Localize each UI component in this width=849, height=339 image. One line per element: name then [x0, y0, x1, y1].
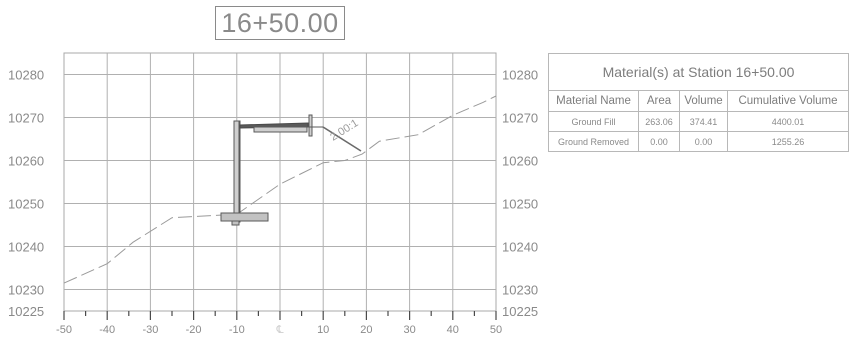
material-table: Material(s) at Station 16+50.00 Material…	[548, 53, 849, 152]
side-slope-line	[322, 126, 362, 152]
y-tick-label-right: 10225	[502, 304, 538, 319]
col-header-area: Area	[638, 90, 680, 112]
y-tick-label-right: 10250	[502, 197, 538, 212]
y-tick-label-right: 10270	[502, 111, 538, 126]
wall-footing	[220, 212, 269, 222]
table-title-row: Material(s) at Station 16+50.00	[548, 53, 849, 91]
cell-area: 0.00	[638, 131, 680, 152]
axis-ticks	[63, 311, 497, 320]
table-title: Material(s) at Station 16+50.00	[548, 53, 849, 91]
y-tick-label-right: 10230	[502, 283, 538, 298]
cell-material-name: Ground Fill	[548, 111, 639, 132]
grid	[63, 52, 497, 312]
y-tick-label-left: 10270	[8, 111, 44, 126]
station-title: 16+50.00	[221, 7, 339, 38]
x-tick-label: -30	[142, 324, 158, 336]
cell-cumulative-volume: 1255.26	[727, 131, 849, 152]
x-tick-label: 10	[317, 324, 329, 336]
x-tick-label: -20	[186, 324, 202, 336]
cell-volume: 374.41	[679, 111, 728, 132]
y-tick-label-left: 10230	[8, 283, 44, 298]
table-header-row: Material Name Area Volume Cumulative Vol…	[548, 90, 849, 112]
y-tick-label-left: 10225	[8, 304, 44, 319]
y-tick-label-left: 10240	[8, 240, 44, 255]
deck-beam	[253, 126, 308, 133]
retaining-structure: 2.00:1	[220, 114, 362, 226]
x-tick-label: 30	[403, 324, 415, 336]
station-title-box: 16+50.00	[215, 6, 345, 40]
y-tick-label-left: 10280	[8, 68, 44, 83]
deck-end-post	[308, 114, 313, 137]
centerline-icon: ℄	[275, 323, 283, 336]
cell-volume: 0.00	[679, 131, 728, 152]
cell-cumulative-volume: 4400.01	[727, 111, 849, 132]
x-tick-label: -50	[56, 324, 72, 336]
cell-area: 263.06	[638, 111, 680, 132]
axis-labels: 10280 10280 10270 10270 10260 10260 10250 10250…	[8, 68, 538, 337]
table-row: Ground Removed 0.00 0.00 1255.26	[548, 131, 849, 152]
cell-material-name: Ground Removed	[548, 131, 639, 152]
y-tick-label-left: 10250	[8, 197, 44, 212]
col-header-cumulative-volume: Cumulative Volume	[727, 90, 849, 112]
col-header-volume: Volume	[679, 90, 728, 112]
y-tick-label-left: 10260	[8, 154, 44, 169]
x-tick-label: 50	[490, 324, 502, 336]
col-header-material-name: Material Name	[548, 90, 639, 112]
x-tick-label: 20	[360, 324, 372, 336]
x-tick-label: 40	[447, 324, 459, 336]
x-tick-label: -40	[99, 324, 115, 336]
ground-profile	[63, 95, 497, 284]
footing-key	[231, 220, 240, 226]
y-tick-label-right: 10280	[502, 68, 538, 83]
table-row: Ground Fill 263.06 374.41 4400.01	[548, 111, 849, 132]
y-tick-label-right: 10240	[502, 240, 538, 255]
x-tick-label: -10	[229, 324, 245, 336]
y-tick-label-right: 10260	[502, 154, 538, 169]
ground-line	[63, 95, 497, 284]
